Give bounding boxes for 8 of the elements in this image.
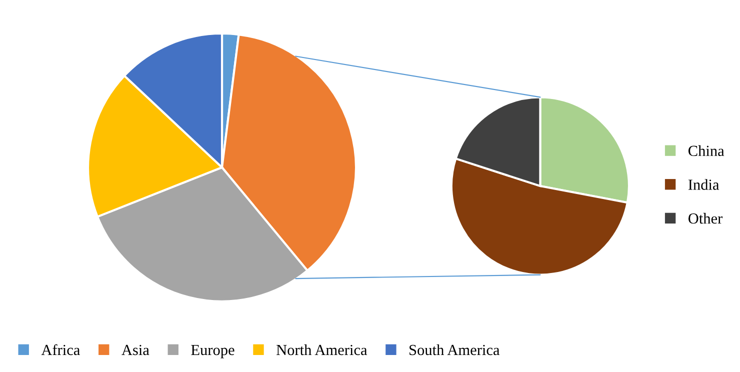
legend-label: Asia [122, 344, 150, 356]
legend-label: Africa [41, 344, 80, 356]
legend-label: North America [276, 344, 368, 356]
legend-label: China [688, 145, 724, 156]
legend-label: India [688, 179, 720, 190]
legend-label: South America [410, 344, 500, 356]
legend-label: Other [688, 212, 723, 224]
legend-label: Europe [191, 344, 234, 358]
